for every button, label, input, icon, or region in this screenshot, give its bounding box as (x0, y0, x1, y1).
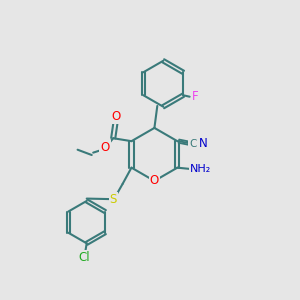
Text: Cl: Cl (79, 251, 90, 264)
Text: C: C (189, 139, 196, 148)
Text: O: O (111, 110, 120, 123)
Text: N: N (199, 137, 208, 150)
Text: O: O (100, 141, 110, 154)
Text: F: F (192, 91, 198, 103)
Text: O: O (150, 174, 159, 188)
Text: NH₂: NH₂ (189, 164, 211, 174)
Text: S: S (110, 193, 117, 206)
